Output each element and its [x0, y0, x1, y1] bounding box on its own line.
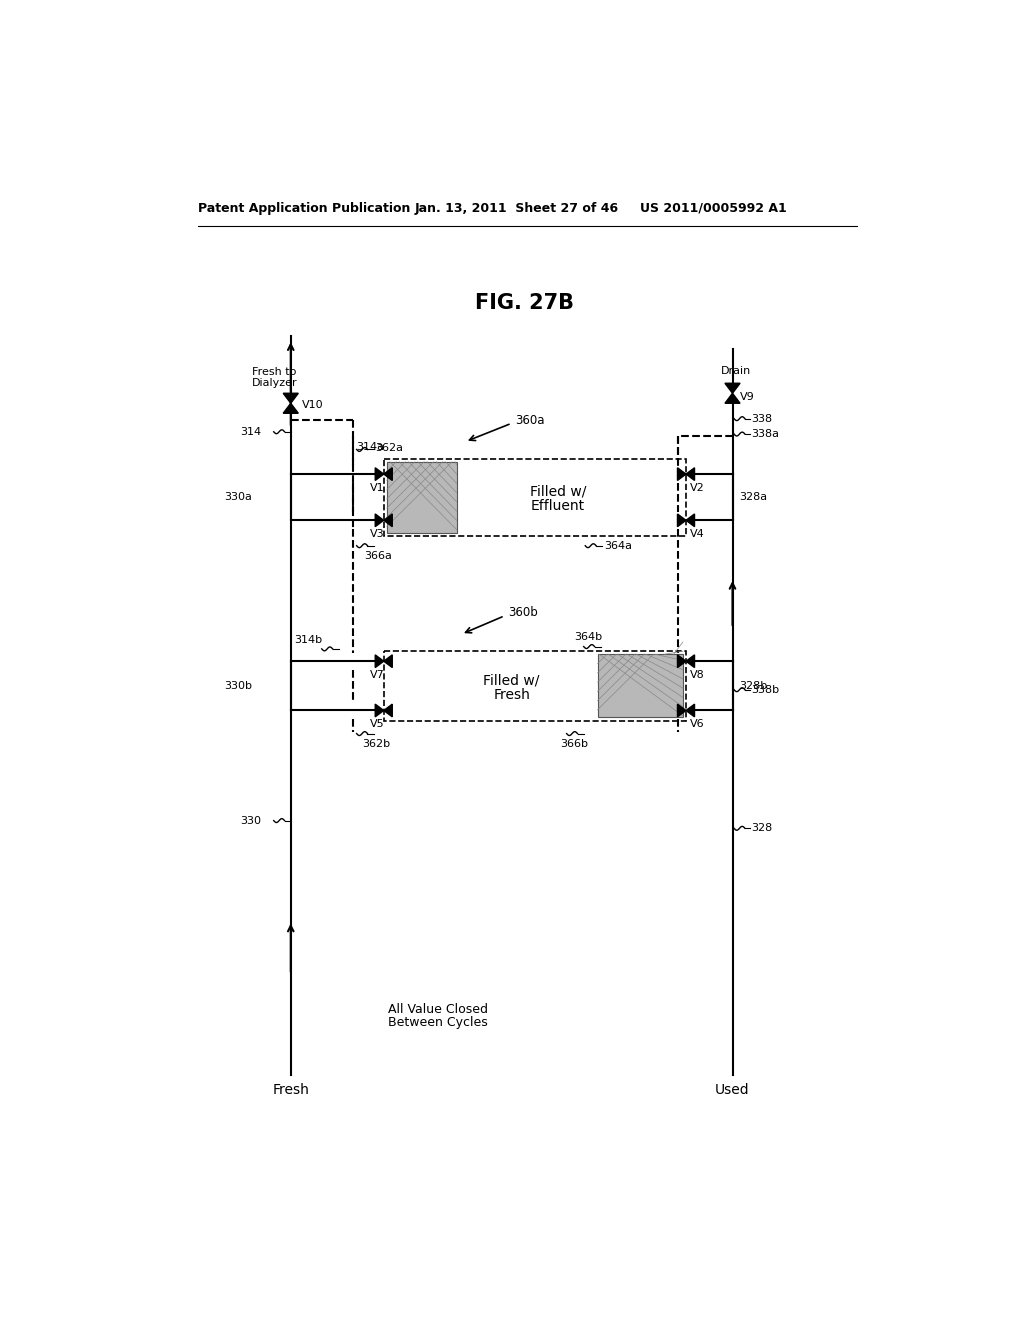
Text: Drain: Drain	[721, 366, 752, 376]
Text: 328a: 328a	[738, 492, 767, 502]
Text: Fresh: Fresh	[494, 688, 530, 702]
Text: Fresh to: Fresh to	[252, 367, 296, 378]
Bar	[384, 651, 686, 721]
Polygon shape	[725, 383, 740, 393]
Polygon shape	[375, 467, 384, 480]
Text: 338b: 338b	[751, 685, 779, 694]
Text: 330b: 330b	[224, 681, 252, 690]
Text: V3: V3	[371, 529, 385, 539]
Polygon shape	[384, 704, 392, 717]
Text: Filled w/: Filled w/	[530, 484, 587, 499]
Polygon shape	[284, 404, 298, 413]
Polygon shape	[678, 467, 686, 480]
Text: 338: 338	[751, 413, 772, 424]
Text: 362a: 362a	[375, 444, 403, 453]
Text: V7: V7	[370, 671, 385, 680]
Bar	[598, 655, 683, 718]
Text: Dialyzer: Dialyzer	[252, 379, 298, 388]
Polygon shape	[384, 655, 392, 668]
Text: 314: 314	[241, 426, 261, 437]
Text: 330: 330	[241, 816, 261, 825]
Text: Between Cycles: Between Cycles	[388, 1016, 487, 1028]
Polygon shape	[725, 393, 740, 404]
Text: All Value Closed: All Value Closed	[388, 1003, 488, 1016]
Text: V10: V10	[302, 400, 324, 409]
Text: 360a: 360a	[515, 413, 545, 426]
Polygon shape	[678, 655, 686, 668]
Text: V8: V8	[690, 671, 705, 680]
Text: 366b: 366b	[560, 739, 589, 748]
Polygon shape	[384, 467, 392, 480]
Polygon shape	[678, 704, 686, 717]
Text: 360b: 360b	[508, 606, 538, 619]
Text: Effluent: Effluent	[531, 499, 585, 513]
Text: 362b: 362b	[362, 739, 390, 748]
Text: V9: V9	[740, 392, 755, 403]
Text: 364b: 364b	[574, 632, 602, 643]
Polygon shape	[686, 513, 694, 527]
Polygon shape	[375, 704, 384, 717]
Text: 338a: 338a	[751, 429, 779, 440]
Text: 314b: 314b	[295, 635, 323, 644]
Polygon shape	[686, 704, 694, 717]
Text: US 2011/0005992 A1: US 2011/0005992 A1	[640, 202, 786, 215]
Polygon shape	[384, 513, 392, 527]
Text: Patent Application Publication: Patent Application Publication	[198, 202, 411, 215]
Text: 328: 328	[751, 824, 772, 833]
Polygon shape	[686, 655, 694, 668]
Polygon shape	[375, 513, 384, 527]
Text: 314a: 314a	[356, 442, 385, 453]
Text: Filled w/: Filled w/	[483, 673, 540, 688]
Text: 366a: 366a	[365, 550, 392, 561]
Polygon shape	[678, 513, 686, 527]
Text: 330a: 330a	[224, 492, 252, 502]
Text: Jan. 13, 2011  Sheet 27 of 46: Jan. 13, 2011 Sheet 27 of 46	[415, 202, 618, 215]
Bar	[387, 462, 457, 532]
Text: V4: V4	[690, 529, 705, 539]
Text: Used: Used	[715, 1084, 750, 1097]
Text: V5: V5	[371, 719, 385, 730]
Text: V1: V1	[371, 483, 385, 492]
Bar	[384, 459, 686, 536]
Polygon shape	[686, 467, 694, 480]
Text: FIG. 27B: FIG. 27B	[475, 293, 574, 313]
Polygon shape	[375, 655, 384, 668]
Text: Fresh: Fresh	[272, 1084, 309, 1097]
Text: 364a: 364a	[604, 541, 632, 550]
Text: V6: V6	[690, 719, 705, 730]
Polygon shape	[284, 393, 298, 404]
Text: V2: V2	[690, 483, 705, 492]
Text: 328b: 328b	[738, 681, 767, 690]
